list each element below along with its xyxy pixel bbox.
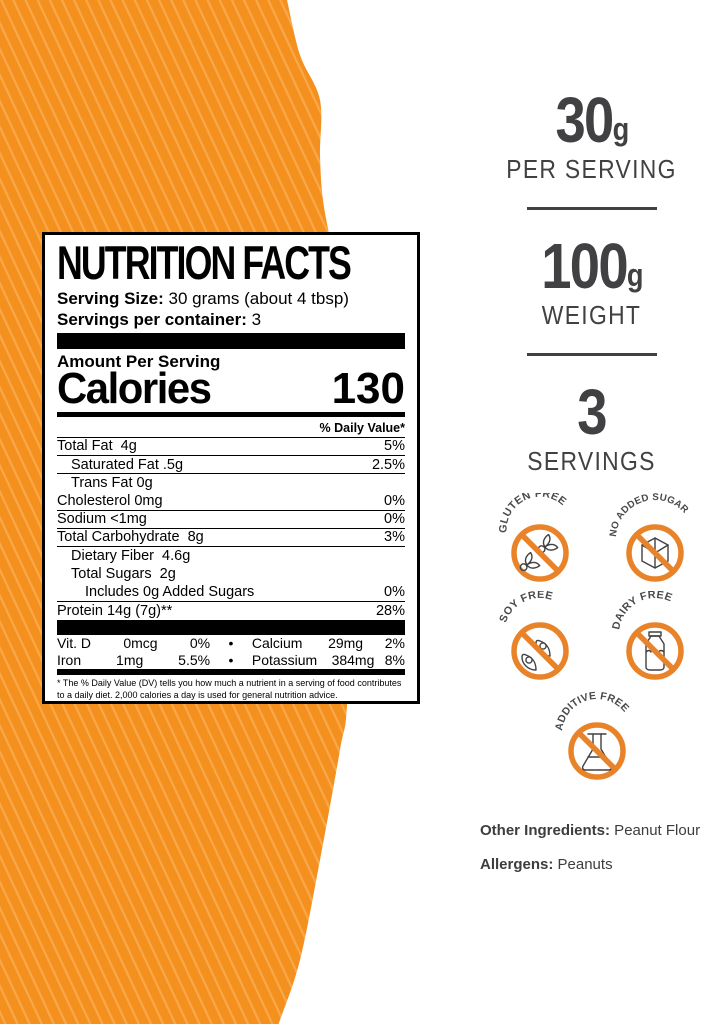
svg-text:NO ADDED SUGAR: NO ADDED SUGAR [608,493,690,537]
svg-text:SOY FREE: SOY FREE [497,591,554,624]
